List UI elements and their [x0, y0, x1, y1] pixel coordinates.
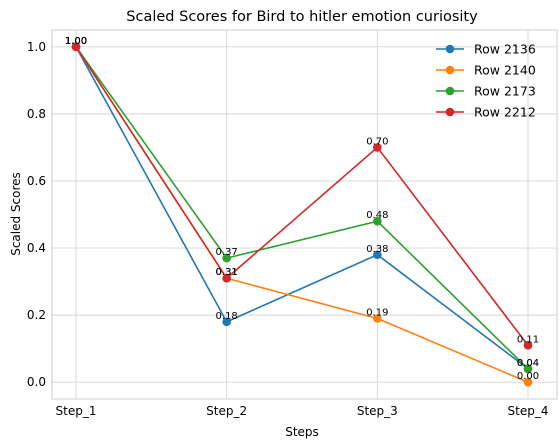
data-label: 0.19: [366, 307, 388, 318]
legend-marker: [446, 66, 455, 75]
legend-label: Row 2212: [474, 105, 536, 120]
y-tick-label: 0.4: [27, 241, 46, 255]
series-row-2140: [72, 42, 533, 386]
series-line: [76, 47, 528, 369]
y-tick-label: 1.0: [27, 40, 46, 54]
series-line: [76, 47, 528, 382]
x-axis-label: Steps: [285, 425, 319, 439]
data-label: 0.11: [517, 334, 539, 345]
data-label: 0.38: [366, 244, 388, 255]
x-tick-label: Step_3: [357, 404, 398, 418]
chart-title: Scaled Scores for Bird to hitler emotion…: [126, 9, 478, 25]
series-row-2173: [72, 42, 533, 373]
legend-item: Row 2140: [436, 63, 536, 78]
series-row-2212: [72, 42, 533, 349]
data-label: 0.48: [366, 210, 388, 221]
y-tick-label: 0.0: [27, 375, 46, 389]
x-tick-label: Step_1: [56, 404, 97, 418]
legend-item: Row 2212: [436, 105, 536, 120]
x-axis-ticks: Step_1 Step_2 Step_3 Step_4: [56, 404, 549, 418]
series-line: [76, 47, 528, 369]
y-tick-label: 0.2: [27, 308, 46, 322]
legend-item: Row 2173: [436, 84, 536, 99]
legend-item: Row 2136: [436, 42, 536, 57]
series-row-2136: [72, 42, 533, 373]
data-label: 0.18: [216, 311, 238, 322]
data-label: 1.00: [65, 36, 87, 47]
y-tick-label: 0.8: [27, 107, 46, 121]
data-labels: 1.000.180.380.041.000.310.190.001.000.37…: [65, 36, 539, 382]
data-label: 0.00: [517, 371, 539, 382]
data-label: 0.37: [216, 247, 238, 258]
y-axis-ticks: 0.0 0.2 0.4 0.6 0.8 1.0: [27, 40, 46, 389]
x-tick-label: Step_2: [206, 404, 247, 418]
data-label: 0.70: [366, 136, 388, 147]
series-layer: [72, 42, 533, 386]
legend-marker: [446, 87, 455, 96]
legend-marker: [446, 108, 455, 117]
x-tick-label: Step_4: [508, 404, 549, 418]
data-label: 0.31: [216, 267, 238, 278]
y-tick-label: 0.6: [27, 174, 46, 188]
legend: Row 2136 Row 2140 Row 2173 Row 2212: [436, 42, 536, 120]
legend-marker: [446, 45, 455, 54]
y-axis-label: Scaled Scores: [9, 172, 23, 256]
legend-label: Row 2173: [474, 84, 536, 99]
legend-label: Row 2136: [474, 42, 536, 57]
data-label: 0.04: [517, 358, 539, 369]
legend-label: Row 2140: [474, 63, 536, 78]
